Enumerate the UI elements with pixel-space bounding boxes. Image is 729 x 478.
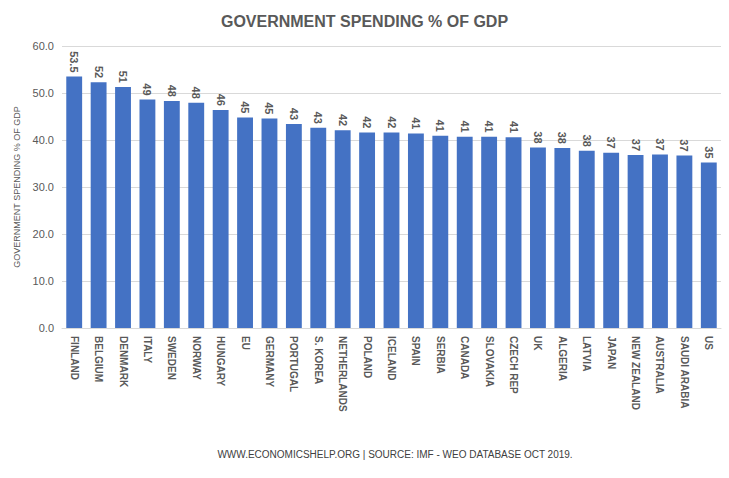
svg-text:41: 41 (434, 120, 446, 132)
svg-text:SAUDI ARABIA: SAUDI ARABIA (679, 336, 690, 408)
svg-text:43: 43 (312, 112, 324, 124)
svg-text:41: 41 (459, 120, 471, 132)
svg-text:EU: EU (240, 336, 251, 350)
svg-text:SERBIA: SERBIA (435, 336, 446, 374)
svg-text:60.0: 60.0 (33, 40, 54, 52)
svg-text:53.5: 53.5 (68, 51, 80, 72)
svg-text:DENMARK: DENMARK (118, 336, 129, 388)
svg-text:NEW ZEALAND: NEW ZEALAND (630, 336, 641, 410)
svg-text:UK: UK (532, 336, 543, 351)
svg-text:CANADA: CANADA (459, 336, 470, 379)
svg-text:37: 37 (654, 138, 666, 150)
svg-text:52: 52 (93, 66, 105, 78)
svg-text:JAPAN: JAPAN (606, 336, 617, 369)
svg-text:50.0: 50.0 (33, 87, 54, 99)
svg-text:LATVIA: LATVIA (581, 336, 592, 371)
svg-text:41: 41 (508, 121, 520, 133)
svg-text:48: 48 (190, 87, 202, 99)
svg-text:0.0: 0.0 (39, 322, 54, 334)
svg-text:35: 35 (703, 146, 715, 158)
svg-text:CZECH REP: CZECH REP (508, 336, 519, 394)
svg-text:BELGIUM: BELGIUM (93, 336, 104, 382)
svg-text:S. KOREA: S. KOREA (313, 336, 324, 384)
svg-text:US: US (703, 336, 714, 350)
svg-text:42: 42 (361, 116, 373, 128)
svg-text:30.0: 30.0 (33, 181, 54, 193)
svg-text:20.0: 20.0 (33, 228, 54, 240)
svg-text:NETHERLANDS: NETHERLANDS (337, 336, 348, 412)
svg-text:POLAND: POLAND (362, 336, 373, 378)
svg-text:40.0: 40.0 (33, 134, 54, 146)
svg-text:49: 49 (141, 83, 153, 95)
svg-text:PORTUGAL: PORTUGAL (288, 336, 299, 392)
svg-text:41: 41 (410, 117, 422, 129)
svg-text:WWW.ECONOMICSHELP.ORG | SOURCE: WWW.ECONOMICSHELP.ORG | SOURCE: IMF - WE… (217, 449, 572, 460)
svg-text:42: 42 (386, 116, 398, 128)
svg-text:SLOVAKIA: SLOVAKIA (484, 336, 495, 387)
svg-text:42: 42 (337, 114, 349, 126)
svg-text:43: 43 (288, 108, 300, 120)
svg-text:ITALY: ITALY (142, 336, 153, 364)
svg-text:SWEDEN: SWEDEN (166, 336, 177, 380)
svg-text:AUSTRALIA: AUSTRALIA (654, 336, 665, 394)
svg-text:ALGERIA: ALGERIA (557, 336, 568, 381)
svg-text:NORWAY: NORWAY (191, 336, 202, 380)
svg-text:GERMANY: GERMANY (264, 336, 275, 387)
svg-text:GOVERNMENT SPENDING % OF GDP: GOVERNMENT SPENDING % OF GDP (12, 106, 22, 267)
svg-text:37: 37 (678, 139, 690, 151)
svg-text:38: 38 (556, 132, 568, 144)
svg-text:10.0: 10.0 (33, 275, 54, 287)
svg-text:38: 38 (532, 131, 544, 143)
svg-text:GOVERNMENT SPENDING % OF GDP: GOVERNMENT SPENDING % OF GDP (221, 13, 508, 30)
svg-text:FINLAND: FINLAND (69, 336, 80, 380)
svg-text:51: 51 (117, 71, 129, 83)
svg-text:46: 46 (215, 94, 227, 106)
svg-text:ICELAND: ICELAND (386, 336, 397, 380)
svg-text:48: 48 (166, 85, 178, 97)
svg-text:41: 41 (483, 120, 495, 132)
svg-text:37: 37 (605, 136, 617, 148)
svg-text:45: 45 (263, 102, 275, 114)
svg-text:HUNGARY: HUNGARY (215, 336, 226, 387)
svg-text:SPAIN: SPAIN (410, 336, 421, 366)
svg-text:37: 37 (630, 139, 642, 151)
svg-text:38: 38 (581, 135, 593, 147)
svg-text:45: 45 (239, 101, 251, 113)
